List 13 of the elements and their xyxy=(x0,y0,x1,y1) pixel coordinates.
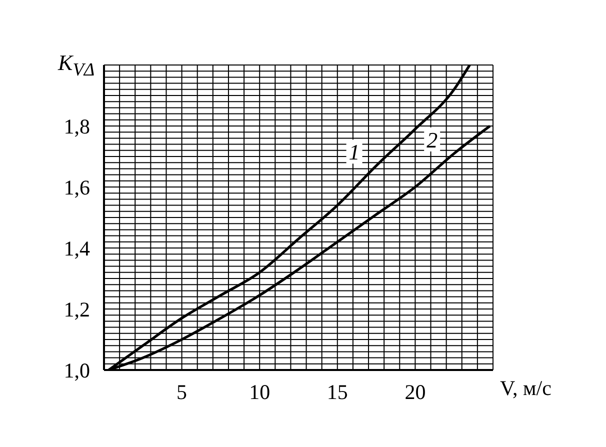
y-tick-label: 1,0 xyxy=(64,358,90,382)
series-label: 1 xyxy=(348,140,360,165)
y-tick-label: 1,2 xyxy=(64,297,90,322)
y-tick-label: 1,4 xyxy=(64,236,90,260)
x-tick-label: 5 xyxy=(176,380,188,404)
y-tick-label: 1,6 xyxy=(64,175,90,200)
series-label: 2 xyxy=(426,127,438,152)
x-tick-label: 15 xyxy=(326,380,348,404)
y-tick-label: 1,8 xyxy=(64,114,90,138)
x-axis-title: V, м/с xyxy=(500,376,552,401)
x-tick-label: 10 xyxy=(249,380,270,404)
y-axis-title: K$_{VΔ}$ xyxy=(58,50,95,80)
x-tick-label: 20 xyxy=(404,380,426,404)
